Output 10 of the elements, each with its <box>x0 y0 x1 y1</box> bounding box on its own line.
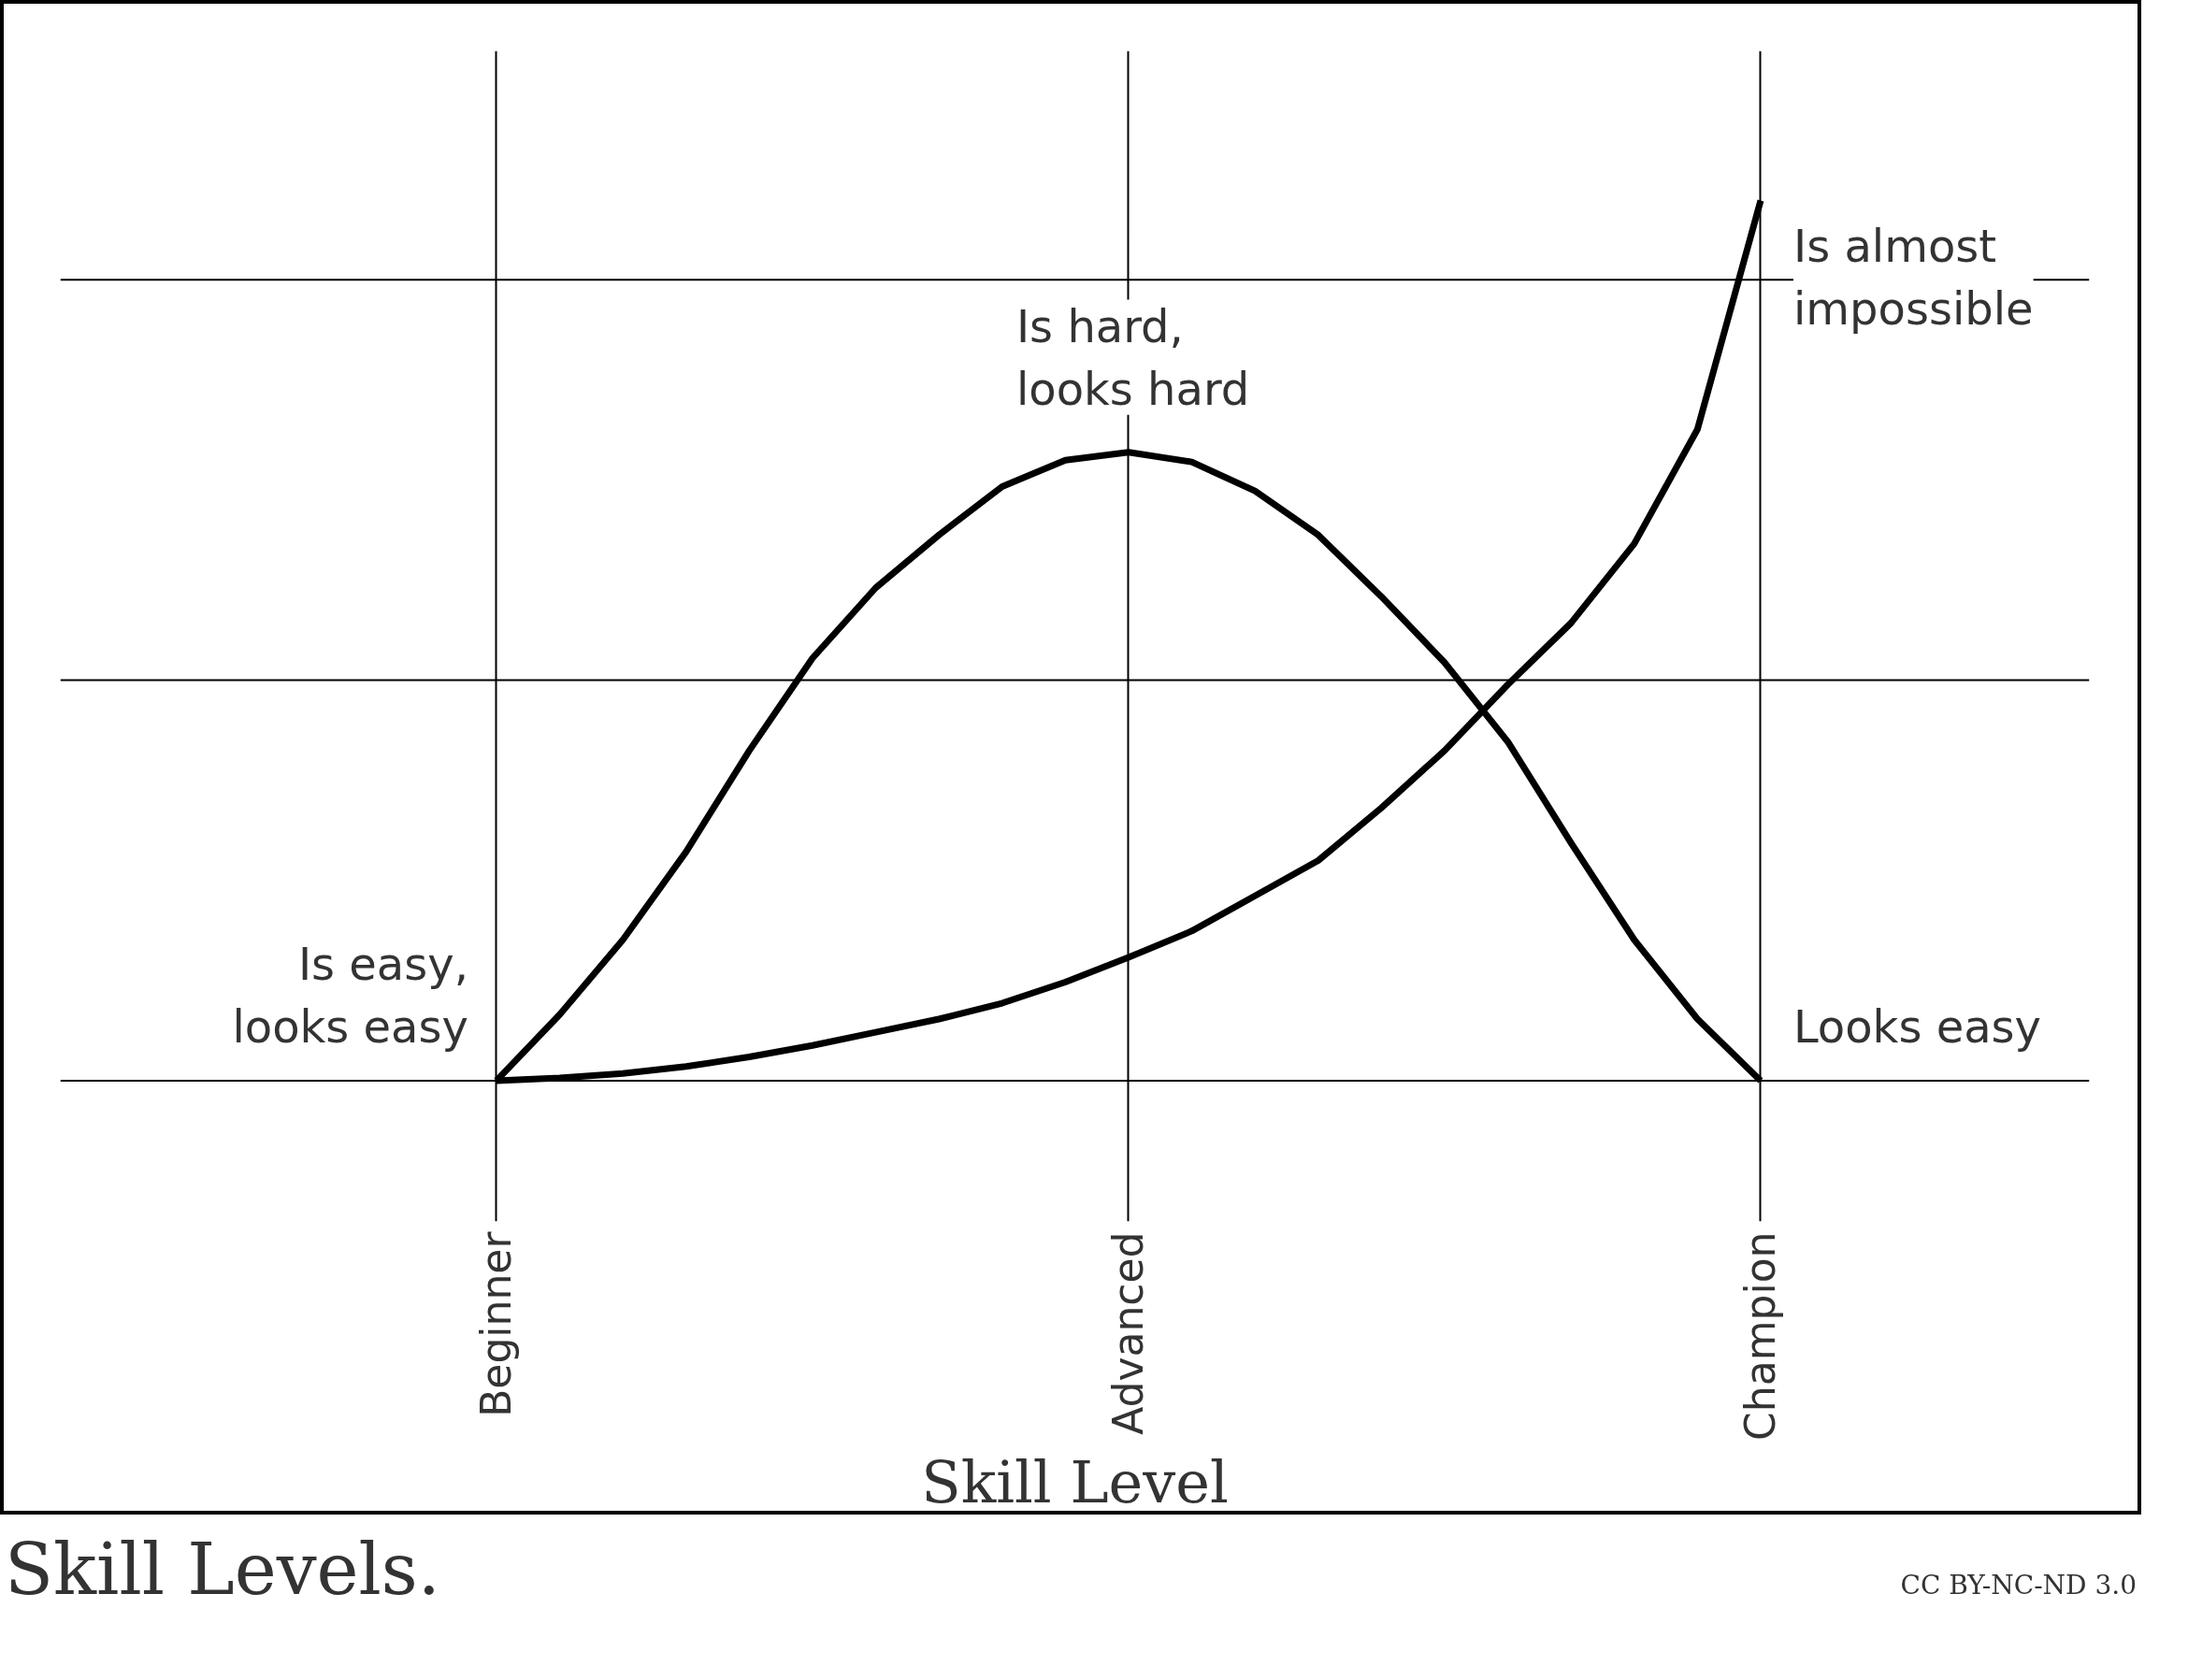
annotation: Looks easy <box>1792 999 2042 1053</box>
x-tick-label: Beginner <box>472 1230 521 1417</box>
x-tick-label: Champion <box>1736 1231 1785 1441</box>
text: Skill Levels. <box>5 1527 441 1613</box>
annotation: Is almost impossible <box>1792 219 2034 335</box>
annotation: Is easy, looks easy <box>232 937 468 1053</box>
x-axis-title: Skill Level <box>921 1447 1229 1516</box>
text: CC BY-NC-ND 3.0 <box>1900 1569 2137 1602</box>
x-tick-label: Advanced <box>1104 1231 1153 1435</box>
annotation: Is hard, looks hard <box>1015 299 1250 415</box>
